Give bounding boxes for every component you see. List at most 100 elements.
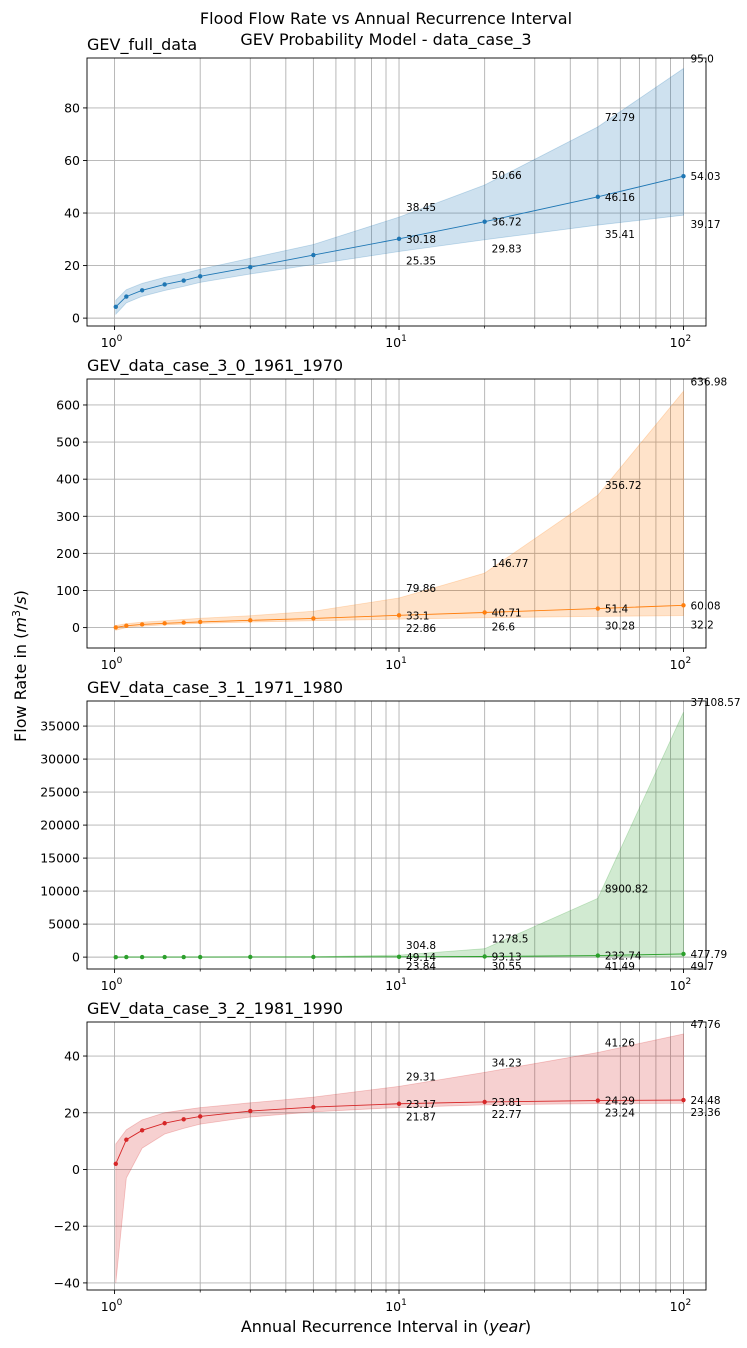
estimate-point [181, 954, 186, 960]
estimate-value-label: 93.13 [492, 952, 522, 964]
upper-bound-label: 37108.57 [690, 697, 740, 709]
y-tick-label: 5000 [48, 917, 80, 932]
estimate-value-label: 49.14 [406, 952, 436, 964]
estimate-point [482, 1099, 487, 1105]
x-tick-label: 100 [101, 977, 123, 993]
x-tick-label: 102 [670, 656, 692, 672]
y-tick-label: 15000 [40, 851, 80, 866]
estimate-point [595, 1098, 601, 1103]
upper-bound-label: 79.86 [406, 583, 436, 595]
subplot-title: GEV_data_case_3_0_1961_1970 [87, 356, 343, 376]
estimate-value-label: 33.1 [406, 610, 429, 622]
y-tick-label: 0 [72, 620, 80, 635]
estimate-point [681, 173, 686, 179]
estimate-value-label: 60.08 [690, 600, 720, 612]
confidence-band [115, 390, 684, 631]
lower-bound-label: 21.87 [406, 1111, 436, 1123]
estimate-point [396, 1101, 402, 1106]
estimate-point [124, 1137, 129, 1142]
estimate-point [139, 288, 145, 293]
upper-bound-label: 636.98 [690, 376, 727, 388]
y-tick-label: 30000 [40, 752, 80, 767]
estimate-point [113, 954, 118, 960]
subplot-2: 100 101 102 0 100 200 300 400 500 600 33.1 79.86 22.… [56, 356, 727, 672]
y-tick-label: 80 [64, 100, 80, 115]
estimate-point [681, 1097, 686, 1103]
subplot-title: GEV_data_case_3_1_1971_1980 [87, 678, 343, 698]
lower-bound-label: 41.49 [605, 961, 635, 973]
estimate-point [162, 1121, 167, 1126]
estimate-point [124, 294, 129, 299]
upper-bound-label: 304.8 [406, 940, 436, 952]
estimate-point [124, 954, 129, 960]
y-tick-label: 0 [72, 1162, 80, 1177]
estimate-point [482, 610, 487, 615]
estimate-value-label: 24.29 [605, 1096, 635, 1108]
estimate-point [139, 622, 145, 627]
estimate-value-label: 477.79 [690, 949, 727, 961]
estimate-point [181, 278, 186, 283]
estimate-point [681, 951, 686, 957]
upper-bound-label: 72.79 [605, 112, 635, 124]
figure-title-line2: GEV Probability Model - data_case_3 [240, 30, 531, 50]
plot-frame [86, 700, 707, 970]
upper-bound-label: 41.26 [605, 1037, 635, 1049]
estimate-point [248, 618, 253, 623]
estimate-point [595, 606, 601, 611]
estimate-point [124, 623, 129, 628]
estimate-value-label: 23.81 [492, 1097, 522, 1109]
upper-bound-label: 34.23 [492, 1057, 522, 1069]
estimate-point [248, 954, 253, 960]
y-tick-label: 25000 [40, 785, 80, 800]
estimate-point [197, 619, 203, 625]
estimate-line [115, 604, 684, 628]
y-tick-label: −20 [54, 1219, 80, 1234]
estimate-value-label: 30.18 [406, 234, 436, 246]
y-tick-label: 100 [56, 583, 80, 598]
lower-bound-label: 35.41 [605, 229, 635, 241]
upper-bound-label: 146.77 [492, 558, 529, 570]
estimate-value-label: 46.16 [605, 192, 635, 204]
y-tick-label: 400 [56, 472, 80, 487]
estimate-point [113, 1161, 118, 1166]
lower-bound-label: 39.17 [690, 219, 720, 231]
lower-bound-label: 29.83 [492, 244, 522, 256]
plot-frame [86, 378, 707, 649]
upper-bound-label: 8900.82 [605, 883, 648, 895]
upper-bound-label: 50.66 [492, 170, 522, 182]
estimate-point [681, 603, 686, 608]
estimate-point [139, 1128, 145, 1133]
x-tick-label: 102 [670, 977, 692, 993]
estimate-point [197, 1114, 203, 1119]
subplot-title: GEV_full_data [87, 35, 197, 55]
estimate-value-label: 232.74 [605, 951, 642, 963]
x-tick-label: 101 [385, 334, 407, 350]
lower-bound-label: 22.77 [492, 1109, 522, 1121]
estimate-point [162, 621, 167, 626]
x-tick-label: 100 [101, 1298, 123, 1314]
estimate-line [115, 175, 684, 308]
lower-bound-label: 32.2 [690, 620, 713, 632]
estimate-value-label: 23.17 [406, 1099, 436, 1111]
estimate-value-label: 40.71 [492, 607, 522, 619]
figure-title-line1: Flood Flow Rate vs Annual Recurrence Int… [200, 9, 572, 28]
estimate-point [162, 282, 167, 287]
y-tick-label: 10000 [40, 884, 80, 899]
y-tick-label: 500 [56, 435, 80, 450]
estimate-point [311, 252, 316, 258]
x-tick-label: 102 [670, 1298, 692, 1314]
lower-bound-label: 30.28 [605, 620, 635, 632]
y-tick-label: 200 [56, 546, 80, 561]
lower-bound-label: 22.86 [406, 623, 436, 635]
estimate-line [115, 953, 684, 958]
x-tick-label: 101 [385, 656, 407, 672]
plot-frame [86, 1021, 707, 1291]
estimate-point [396, 236, 402, 242]
upper-bound-label: 1278.5 [492, 934, 529, 946]
estimate-point [113, 625, 118, 630]
y-axis-label: Flow Rate in (m3/s) [10, 590, 30, 742]
estimate-line [115, 1099, 684, 1164]
lower-bound-label: 25.35 [406, 256, 436, 268]
y-tick-label: 40 [64, 1049, 80, 1064]
estimate-point [113, 304, 118, 310]
